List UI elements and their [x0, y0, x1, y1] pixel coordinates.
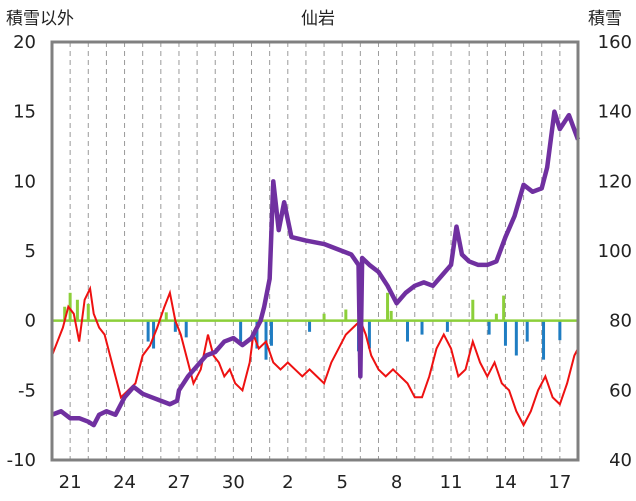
precipitation-bar	[542, 320, 546, 360]
right-tick-label: 100	[598, 241, 632, 262]
right-tick-label: 60	[609, 380, 632, 401]
sunshine-bar	[344, 309, 348, 321]
precipitation-bar	[146, 320, 150, 342]
sunshine-bar	[386, 292, 390, 321]
x-tick-label: 30	[222, 472, 245, 493]
left-tick-label: 5	[25, 241, 36, 262]
sunshine-bar	[471, 299, 475, 321]
precipitation-bar	[308, 320, 312, 332]
right-tick-label: 120	[598, 171, 632, 192]
left-axis-ticks: 20 15 10 5 0 -5 -10	[7, 32, 36, 471]
right-axis-label: 積雪	[588, 9, 622, 29]
sunshine-bar	[75, 299, 79, 321]
x-tick-label: 14	[494, 472, 517, 493]
x-tick-label: 2	[282, 472, 293, 493]
precipitation-bar	[525, 320, 529, 342]
snow-depth-line	[51, 109, 581, 428]
precipitation-bar	[420, 320, 424, 335]
right-axis-ticks: 160 140 120 100 80 60 40	[598, 32, 632, 471]
precipitation-bar	[558, 320, 562, 341]
precipitation-bar	[514, 320, 518, 356]
precipitation-bar	[269, 320, 273, 346]
right-tick-label: 80	[609, 311, 632, 332]
precipitation-bar	[255, 320, 259, 349]
x-tick-label: 11	[440, 472, 463, 493]
precipitation-bar	[239, 320, 243, 342]
precipitation-bar	[445, 320, 449, 332]
chart-title: 仙岩	[301, 9, 335, 29]
sunshine-bar	[164, 312, 168, 321]
precipitation-bar	[173, 320, 177, 332]
precipitation-bar	[406, 320, 410, 342]
plot-frame	[50, 40, 580, 462]
precipitation-bar	[367, 320, 371, 349]
x-tick-label: 27	[168, 472, 191, 493]
vertical-gridlines	[69, 42, 561, 460]
sunshine-bar	[389, 310, 393, 321]
left-tick-label: 10	[13, 171, 36, 192]
sunshine-bar	[502, 295, 506, 321]
left-tick-label: 20	[13, 32, 36, 53]
sunshine-bar	[63, 306, 67, 321]
x-tick-label: 24	[113, 472, 136, 493]
right-tick-label: 160	[598, 32, 632, 53]
left-tick-label: -5	[18, 380, 36, 401]
precipitation-bar	[264, 320, 268, 360]
temperature-line	[51, 285, 579, 428]
x-tick-label: 5	[336, 472, 347, 493]
right-tick-label: 140	[598, 102, 632, 123]
left-tick-label: 0	[25, 311, 36, 332]
x-tick-label: 21	[59, 472, 82, 493]
precipitation-bar	[487, 320, 491, 335]
sunshine-bars	[63, 292, 506, 321]
right-tick-label: 40	[609, 450, 632, 471]
left-axis-label: 積雪以外	[6, 9, 74, 29]
left-tick-label: 15	[13, 102, 36, 123]
left-tick-label: -10	[7, 450, 36, 471]
x-tick-label: 8	[391, 472, 402, 493]
sunshine-bar	[86, 303, 90, 321]
precipitation-bar	[184, 320, 188, 338]
sunshine-bar	[494, 313, 498, 321]
x-tick-label: 17	[548, 472, 571, 493]
precipitation-bar	[503, 320, 507, 346]
sunshine-bar	[68, 292, 72, 321]
sunshine-bar	[322, 313, 326, 321]
x-axis-ticks: 21 24 27 30 2 5 8 11 14 17	[59, 472, 572, 493]
